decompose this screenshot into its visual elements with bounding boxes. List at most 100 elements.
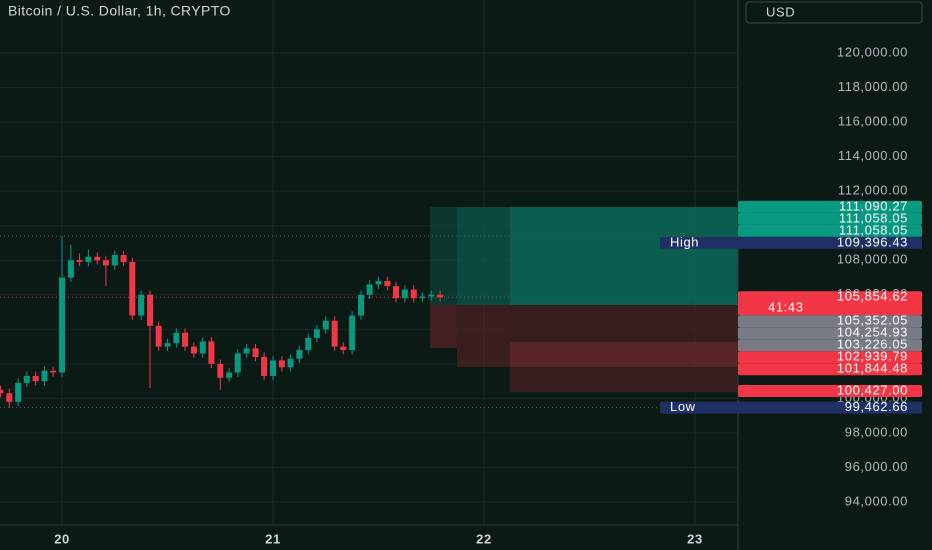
price-label-text: 101,844.48 bbox=[837, 361, 908, 376]
profit-zone bbox=[430, 207, 738, 305]
candle-body bbox=[375, 280, 382, 285]
candle-body bbox=[182, 332, 189, 347]
candle-body bbox=[32, 375, 39, 382]
candle-body bbox=[120, 255, 127, 262]
price-label-text: 100,427.00 bbox=[837, 382, 908, 397]
currency-label[interactable]: USD bbox=[766, 4, 795, 19]
candle-body bbox=[393, 286, 400, 299]
price-label-text: 105,352.05 bbox=[837, 313, 908, 328]
candle-body bbox=[199, 341, 206, 354]
candle-body bbox=[278, 360, 285, 368]
candle-body bbox=[357, 294, 364, 316]
price-label-text: 102,939.79 bbox=[837, 349, 908, 364]
y-tick-label: 112,000.00 bbox=[838, 183, 908, 198]
currency-button[interactable] bbox=[745, 1, 923, 24]
candle-body bbox=[76, 260, 83, 262]
candle-body bbox=[419, 296, 426, 299]
candle-body bbox=[208, 341, 215, 364]
price-label-box bbox=[660, 236, 922, 249]
price-label-box bbox=[738, 291, 922, 316]
x-tick-label: 20 bbox=[54, 531, 70, 546]
x-tick-label: 23 bbox=[687, 531, 703, 546]
x-tick-label: 22 bbox=[476, 531, 492, 546]
loss-zone bbox=[430, 305, 457, 348]
y-tick-label: 108,000.00 bbox=[837, 252, 908, 267]
candle-body bbox=[190, 346, 197, 354]
price-label-text: 109,396.43 bbox=[837, 234, 908, 249]
price-label-box bbox=[738, 363, 922, 376]
y-tick-label: 118,000.00 bbox=[838, 79, 908, 94]
price-label-box bbox=[738, 339, 922, 352]
loss-zone bbox=[510, 342, 738, 367]
candle-body bbox=[85, 256, 92, 262]
candle-body bbox=[102, 260, 109, 266]
profit-zone bbox=[510, 207, 738, 305]
candle-body bbox=[0, 389, 4, 394]
candle-body bbox=[401, 289, 408, 299]
price-label-box bbox=[660, 401, 922, 414]
x-tick-label: 21 bbox=[265, 531, 281, 546]
price-label-box bbox=[738, 351, 922, 364]
price-label-text: 104,254.93 bbox=[837, 325, 908, 340]
candle-body bbox=[305, 337, 312, 351]
candle-body bbox=[94, 256, 101, 261]
y-tick-label: 98,000.00 bbox=[845, 424, 908, 439]
position-tool bbox=[430, 207, 738, 392]
price-label-text: 111,058.05 bbox=[839, 210, 908, 225]
candle-body bbox=[155, 325, 162, 347]
loss-zone bbox=[457, 305, 510, 367]
price-label-name: Low bbox=[670, 399, 696, 414]
price-label-box bbox=[738, 224, 922, 237]
price-label-box bbox=[738, 315, 922, 328]
candle-body bbox=[164, 343, 171, 347]
price-label-text: 105,854.62 bbox=[837, 289, 908, 304]
candle-body bbox=[67, 260, 74, 278]
price-label-box bbox=[738, 212, 922, 225]
chart-title: Bitcoin / U.S. Dollar, 1h, CRYPTO bbox=[8, 3, 231, 19]
candle-body bbox=[270, 360, 277, 376]
price-label-text: 111,058.05 bbox=[839, 222, 908, 237]
price-label-box bbox=[738, 327, 922, 340]
candle-body bbox=[6, 393, 13, 402]
candle-body bbox=[252, 348, 259, 357]
candle-body bbox=[296, 350, 303, 359]
candle-body bbox=[428, 294, 435, 297]
candle-body bbox=[313, 329, 320, 338]
price-label-box bbox=[738, 200, 922, 213]
candle-body bbox=[349, 315, 356, 351]
candle-body bbox=[15, 382, 22, 402]
candle-body bbox=[111, 255, 118, 266]
candle-body bbox=[147, 294, 154, 326]
candle-body bbox=[261, 356, 268, 376]
profit-zone bbox=[457, 207, 738, 305]
candle-body bbox=[384, 280, 391, 287]
candle-body bbox=[129, 261, 136, 316]
candle-body bbox=[243, 348, 250, 354]
candle-body bbox=[322, 320, 329, 330]
candle-body bbox=[23, 375, 30, 383]
candle-body bbox=[366, 284, 373, 295]
candle-body bbox=[340, 346, 347, 351]
candle-body bbox=[410, 289, 417, 299]
y-tick-label: 120,000.00 bbox=[837, 44, 908, 59]
candle-body bbox=[138, 294, 145, 316]
y-tick-label: 96,000.00 bbox=[845, 459, 908, 474]
candle-body bbox=[234, 353, 241, 373]
candle-body bbox=[217, 363, 224, 378]
price-label-text: 103,226.05 bbox=[837, 337, 908, 352]
candle-body bbox=[41, 370, 48, 382]
price-label-name: High bbox=[670, 234, 699, 249]
y-tick-label: 114,000.00 bbox=[838, 148, 908, 163]
candle-body bbox=[226, 372, 233, 378]
price-label-text: 99,462.66 bbox=[845, 399, 908, 414]
price-label-box bbox=[738, 385, 922, 398]
y-tick-label: 94,000.00 bbox=[845, 493, 908, 508]
candle-body bbox=[173, 332, 180, 344]
countdown-text: 41:43 bbox=[768, 300, 804, 315]
price-label-text: 111,090.27 bbox=[839, 198, 908, 213]
candle-body bbox=[287, 358, 294, 368]
candle-body bbox=[331, 320, 338, 347]
y-tick-label: 116,000.00 bbox=[838, 114, 908, 129]
